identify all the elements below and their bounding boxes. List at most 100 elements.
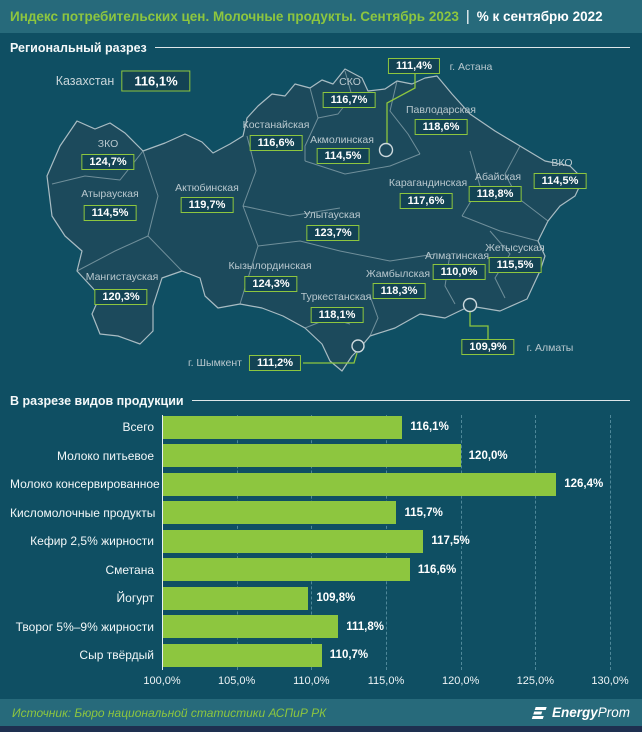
category-label: Кисломолочные продукты — [10, 505, 156, 520]
region-value-badge-karaganda: 117,6% — [399, 193, 453, 209]
value-label: 115,7% — [404, 506, 443, 519]
category-label: Сметана — [105, 562, 154, 577]
x-tick-label: 110,0% — [293, 675, 330, 687]
value-label: 116,6% — [417, 563, 457, 576]
category-label: Всего — [122, 420, 154, 435]
bar-track: 109,8% — [162, 586, 610, 610]
region-label-zko: ЗКО — [97, 138, 119, 150]
region-label-atyrau: Атырауская — [81, 188, 139, 200]
bar — [162, 643, 322, 667]
value-label: 110,7% — [329, 649, 369, 662]
region-value-badge-kyzylorda: 124,3% — [244, 276, 298, 292]
x-tick-label: 105,0% — [218, 675, 256, 687]
x-tick-label: 115,0% — [367, 675, 405, 687]
bar-track: 110,7% — [162, 643, 610, 667]
bar — [162, 615, 339, 639]
bar — [162, 444, 461, 468]
x-tick-label: 100,0% — [143, 675, 181, 687]
page-title: Индекс потребительских цен. Молочные про… — [10, 9, 459, 24]
region-value-badge-astana: 111,4% — [387, 58, 441, 74]
region-value-badge-akmola: 114,5% — [316, 148, 370, 164]
region-value-badge-zko: 124,7% — [81, 154, 135, 170]
region-value-badge-zhetysu: 115,5% — [488, 257, 542, 273]
region-label-zhetysu: Жетысуская — [485, 242, 545, 254]
bar-row: Сыр твёрдый 110,7% — [0, 641, 642, 670]
section-header-products: В разрезе видов продукции — [0, 392, 642, 409]
x-tick-label: 120,0% — [442, 675, 480, 687]
category-label: Йогурт — [116, 591, 154, 606]
region-label-mangystau: Мангистауская — [85, 271, 159, 283]
category-label: Творог 5%–9% жирности — [15, 619, 154, 634]
region-value-badge-ulytau: 123,7% — [306, 225, 360, 241]
region-label-ulytau: Улытауская — [303, 209, 361, 221]
bar-row: Молоко консервированное 126,4% — [0, 470, 642, 499]
country-outline — [46, 68, 584, 372]
header-bar: Индекс потребительских цен. Молочные про… — [0, 0, 642, 33]
bottom-strip — [0, 726, 642, 732]
bar — [162, 558, 410, 582]
astana-leader-line — [386, 73, 416, 143]
bar-track: 117,5% — [162, 529, 610, 553]
bar-track: 115,7% — [162, 501, 610, 525]
category-label: Молоко консервированное — [10, 477, 160, 492]
bar-track: 116,6% — [162, 558, 610, 582]
city-leader-lines — [303, 73, 489, 364]
energyprom-logo: EnergyProm — [531, 705, 630, 720]
region-value-badge-zhambyl: 118,3% — [372, 283, 426, 299]
region-value-badge-mangystau: 120,3% — [94, 289, 148, 305]
x-tick-label: 130,0% — [591, 675, 629, 687]
kazakhstan-map-svg — [46, 68, 584, 372]
chart-plot-area: Всего 116,1% Молоко питьевое 120,0% Молоко к… — [0, 413, 642, 670]
region-label-akmola: Акмолинская — [310, 134, 374, 146]
bar — [162, 586, 309, 610]
region-label-vko: ВКО — [551, 157, 573, 169]
region-value-badge-shymkent: 111,2% — [248, 355, 302, 371]
value-label: 117,5% — [431, 535, 470, 548]
page-subtitle: % к сентябрю 2022 — [476, 9, 603, 24]
region-label-kyzylorda: Кызылординская — [228, 260, 312, 272]
section-header-regional: Региональный разрез — [0, 39, 642, 56]
region-label-shymkent: г. Шымкент — [188, 357, 242, 369]
region-label-karaganda: Карагандинская — [388, 177, 468, 189]
bar — [162, 472, 557, 496]
bar-row: Кефир 2,5% жирности 117,5% — [0, 527, 642, 556]
almaty-city-marker — [462, 297, 478, 313]
logo-text-light: Prom — [597, 705, 630, 720]
region-label-country: Казахстан — [55, 74, 115, 88]
value-label: 126,4% — [564, 478, 604, 491]
category-label: Сыр твёрдый — [79, 648, 154, 663]
footer-bar: Источник: Бюро национальной статистики А… — [0, 699, 642, 726]
region-label-astana: г. Астана — [449, 61, 493, 73]
region-label-abay: Абайская — [474, 171, 522, 183]
value-label: 120,0% — [468, 449, 508, 462]
bar-row: Творог 5%–9% жирности 111,8% — [0, 613, 642, 642]
shymkent-city-marker — [351, 339, 365, 353]
logo-text-bold: Energy — [551, 705, 598, 720]
bar-row: Йогурт 109,8% — [0, 584, 642, 613]
section-title-regional: Региональный разрез — [10, 40, 147, 55]
region-value-badge-abay: 118,8% — [468, 186, 522, 202]
bar-row: Кисломолочные продукты 115,7% — [0, 499, 642, 528]
value-label: 116,1% — [410, 421, 449, 434]
region-label-almaty: г. Алматы — [526, 342, 574, 354]
section-title-products: В разрезе видов продукции — [10, 393, 184, 408]
region-value-badge-aktobe: 119,7% — [180, 197, 234, 213]
bar-track: 120,0% — [162, 444, 610, 468]
kazakhstan-map: Казахстан 116,1% ЗКО 124,7% Атырауская 114,5%… — [0, 56, 642, 386]
title-separator: | — [465, 8, 470, 25]
region-value-badge-sko: 116,7% — [322, 92, 376, 108]
region-value-badge-almaty_obl: 110,0% — [432, 264, 486, 280]
region-value-badge-kostanay: 116,6% — [249, 135, 303, 151]
region-label-almaty_obl: Алматинская — [424, 250, 490, 262]
region-value-badge-turkestan: 118,1% — [310, 307, 364, 323]
region-label-aktobe: Актюбинская — [175, 182, 239, 194]
region-value-badge-vko: 114,5% — [533, 173, 587, 189]
astana-city-marker — [378, 142, 394, 158]
category-label: Молоко питьевое — [57, 448, 154, 463]
region-value-badge-almaty: 109,9% — [461, 339, 515, 355]
almaty-leader-line — [469, 312, 489, 340]
region-label-pavlodar: Павлодарская — [406, 104, 476, 116]
bar — [162, 529, 424, 553]
region-label-kostanay: Костанайская — [242, 119, 310, 131]
gridline-120 — [460, 415, 462, 670]
